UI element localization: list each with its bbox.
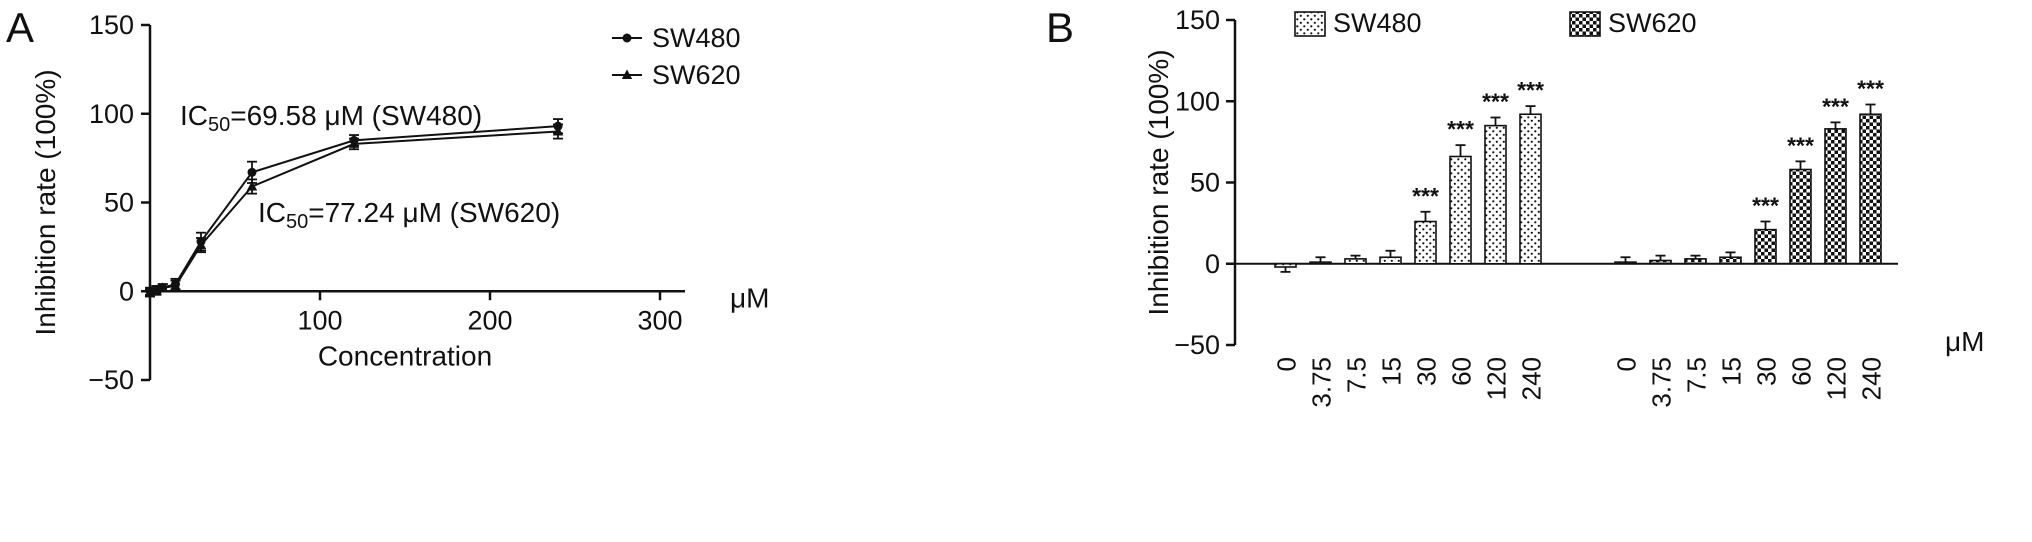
x-unit-label: μM [1945,326,1984,357]
triangle-marker [348,138,360,148]
x-axis: 100 200 300 Concentration μM [150,282,769,371]
x-tick-label: 7.5 [1342,357,1372,393]
x-tick-label: 200 [467,305,512,335]
panel-a: A −50 0 50 100 150 Inhibition rate (100%) 100 2… [0,0,1000,542]
x-tick-label: 3.75 [1647,357,1677,408]
significance-stars: *** [1787,132,1814,158]
y-tick-label: 0 [119,276,134,306]
bar [1614,261,1637,265]
significance-stars: *** [1412,183,1439,209]
bar [1414,220,1437,265]
bar [1379,256,1402,265]
ic50-annotation: IC50=69.58 μM (SW480) [180,100,482,136]
y-tick-label: 100 [1175,86,1220,116]
triangle-marker [195,239,207,250]
legend: SW480 SW620 [612,23,741,90]
x-tick-label: 3.75 [1307,357,1337,408]
x-tick-label: 30 [1752,357,1782,386]
bar [1449,155,1472,265]
bars-SW620: 0 3.75 7.5 15 *** 30 *** 60 *** 120 *** 240 [1612,76,1887,408]
triangle-marker [170,280,181,290]
significance-stars: *** [1447,116,1474,142]
panel-b: B −50 0 50 100 150 Inhibition rate (100%) μM 0 3… [1040,0,2032,542]
bar [1719,256,1742,265]
triangle-marker [621,69,633,79]
triangle-marker [246,181,258,191]
legend-swatch [1569,11,1601,37]
bar [1344,258,1367,265]
y-axis-title: Inhibition rate (100%) [1143,49,1174,315]
x-tick-label: 120 [1482,357,1512,400]
x-axis: μM [1235,262,1984,357]
legend: SW480 SW620 [1294,8,1697,38]
x-tick-label: 30 [1412,357,1442,386]
x-tick-label: 300 [637,305,682,335]
x-tick-label: 15 [1717,357,1747,386]
bar [1649,259,1672,265]
y-tick-label: 50 [104,188,134,218]
significance-stars: *** [1752,193,1779,219]
y-tick-label: 150 [1175,5,1220,35]
triangle-marker [552,126,564,136]
x-tick-label: 7.5 [1682,357,1712,393]
triangle-marker [151,285,162,296]
significance-stars: *** [1517,77,1544,103]
panel-b-label: B [1046,4,1075,51]
dose-response-line-chart: −50 0 50 100 150 Inhibition rate (100%) 100 200… [30,10,769,395]
y-tick-label: 150 [89,10,134,40]
bar [1824,128,1847,265]
y-axis: −50 0 50 100 150 Inhibition rate (100%) [30,10,152,395]
y-tick-label: 50 [1190,168,1220,198]
bar [1484,124,1507,265]
x-tick-label: 0 [1272,357,1302,371]
bar [1274,262,1297,268]
series-SW620 [144,123,564,298]
significance-stars: *** [1822,93,1849,119]
x-tick-label: 240 [1517,357,1547,400]
annotations: IC50=69.58 μM (SW480) IC50=77.24 μM (SW62… [180,100,560,233]
legend-swatch [1294,11,1326,37]
y-tick-label: 100 [89,99,134,129]
x-tick-label: 120 [1822,357,1852,400]
bar [1754,228,1777,265]
y-tick-label: −50 [88,365,134,395]
x-tick-label: 100 [297,305,342,335]
bar [1859,113,1882,265]
panel-a-label: A [6,4,35,51]
bar [1684,258,1707,265]
legend-label: SW620 [652,60,741,90]
legend-label: SW480 [1333,8,1422,38]
y-tick-label: 0 [1205,249,1220,279]
legend-label: SW480 [652,23,741,53]
x-tick-label: 60 [1787,357,1817,386]
bar [1789,168,1812,265]
circle-marker [247,167,257,177]
bar [1519,113,1542,265]
circle-marker [622,33,632,43]
y-axis-title: Inhibition rate (100%) [30,69,61,335]
x-unit-label: μM [730,282,769,313]
bar [1309,261,1332,265]
y-tick-label: −50 [1174,330,1220,360]
legend-label: SW620 [1608,8,1697,38]
x-tick-label: 0 [1612,357,1642,371]
ic50-annotation: IC50=77.24 μM (SW620) [258,197,560,233]
x-tick-label: 240 [1857,357,1887,400]
significance-stars: *** [1857,76,1884,102]
triangle-marker [157,282,168,292]
bars-SW480: 0 3.75 7.5 15 *** 30 *** 60 *** 120 *** 240 [1272,77,1547,407]
significance-stars: *** [1482,89,1509,115]
x-tick-label: 15 [1377,357,1407,386]
x-tick-label: 60 [1447,357,1477,386]
x-axis-title: Concentration [318,340,492,371]
